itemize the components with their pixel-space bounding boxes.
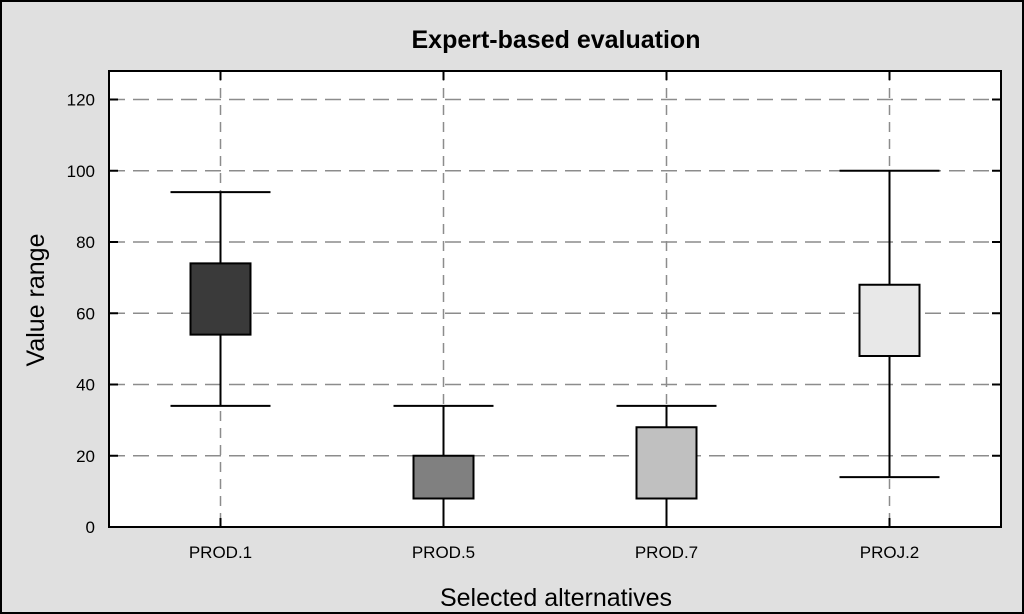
box-prod-5 [393, 404, 494, 527]
box-iqr [189, 262, 252, 336]
plot-frame [108, 70, 1002, 528]
y-tick-label: 80 [76, 233, 95, 252]
y-tick-label: 20 [76, 447, 95, 466]
box-plot-series [170, 169, 940, 527]
x-tick-label: PROD.5 [412, 543, 475, 562]
grid-lines [109, 71, 1001, 527]
box-prod-1 [170, 191, 271, 407]
x-tick-label: PROJ.2 [860, 543, 920, 562]
chart-title: Expert-based evaluation [412, 26, 701, 54]
box-iqr [858, 283, 921, 357]
y-tick-label: 120 [67, 91, 95, 110]
box-prod-7 [616, 404, 717, 527]
axis-ticks: 0 20 40 60 80 100 120 PROD.1 PROD.5 PROD.7 PROJ.2 [67, 71, 1001, 562]
box-iqr [635, 426, 698, 500]
y-axis-title: Value range [22, 234, 50, 367]
x-axis-title: Selected alternatives [440, 584, 672, 612]
y-tick-label: 0 [86, 518, 95, 537]
x-tick-label: PROD.7 [635, 543, 698, 562]
x-tick-label: PROD.1 [189, 543, 252, 562]
box-iqr [412, 454, 475, 500]
plot-area [109, 71, 1001, 527]
y-tick-label: 40 [76, 376, 95, 395]
y-tick-label: 60 [76, 304, 95, 323]
box-proj-2 [839, 169, 940, 479]
y-tick-label: 100 [67, 162, 95, 181]
